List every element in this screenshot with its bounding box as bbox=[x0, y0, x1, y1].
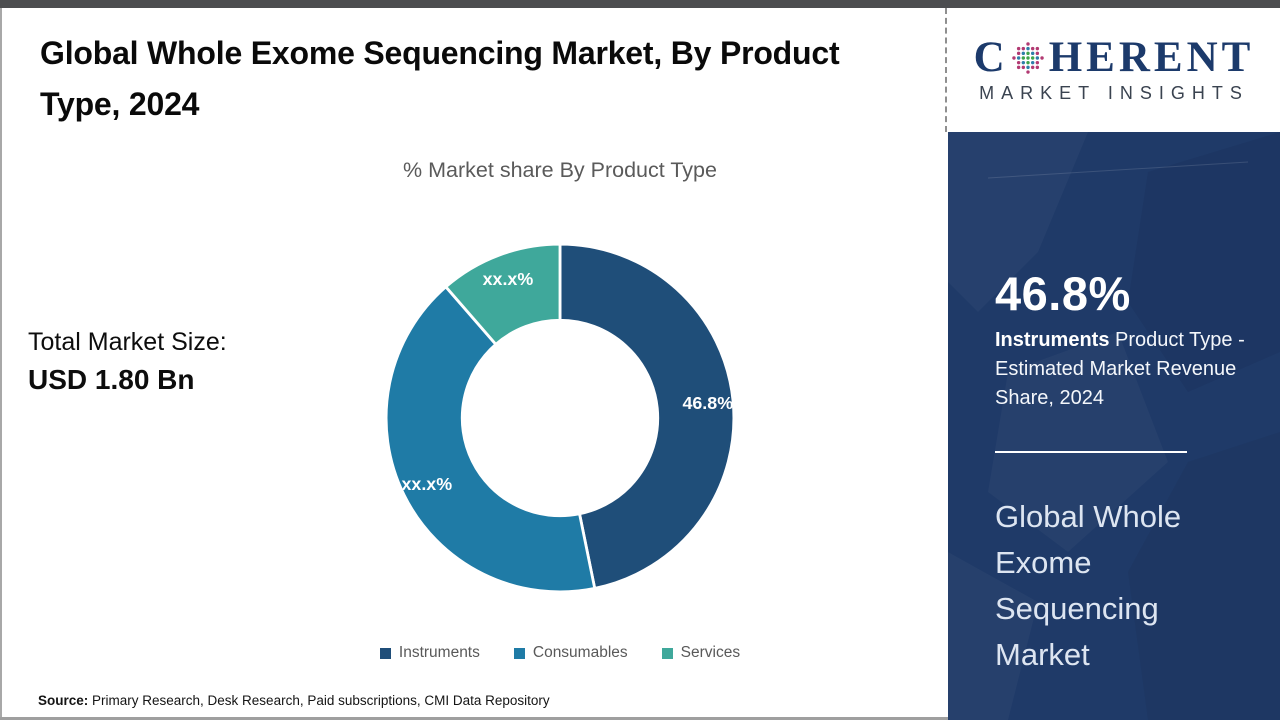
legend-label-consumables: Consumables bbox=[532, 644, 628, 661]
highlight-panel: 46.8% Instruments Product Type - Estimat… bbox=[948, 132, 1280, 720]
logo-globe-dot bbox=[1026, 42, 1030, 46]
world-map-texture bbox=[987, 132, 1280, 720]
panel-divider-line bbox=[995, 451, 1187, 453]
logo-globe-dot bbox=[1030, 56, 1035, 60]
logo-globe-dot bbox=[1016, 60, 1021, 65]
highlight-description-rest: Product Type - Estimated Market Revenue … bbox=[995, 329, 1245, 409]
donut-chart: 46.8% xx.x% xx.x% bbox=[384, 242, 736, 594]
highlight-segment-name: Instruments bbox=[995, 329, 1110, 351]
legend-item-services: Services bbox=[661, 644, 741, 662]
legend-swatch-instruments bbox=[379, 647, 391, 659]
logo-globe-dot bbox=[1016, 46, 1021, 51]
logo-globe-dot bbox=[1026, 65, 1030, 70]
logo-globe-dot bbox=[1016, 51, 1021, 56]
legend-swatch-consumables bbox=[513, 647, 525, 659]
logo-globe-dot bbox=[1030, 60, 1035, 65]
legend-label-instruments: Instruments bbox=[398, 644, 480, 661]
logo-globe-dot bbox=[1026, 51, 1030, 56]
legend-item-consumables: Consumables bbox=[513, 644, 628, 662]
panel-market-name: Global Whole Exome Sequencing Market bbox=[995, 499, 1182, 672]
logo-globe-dot bbox=[1030, 65, 1035, 70]
logo-globe-dot bbox=[1030, 46, 1035, 51]
legend-swatch-services bbox=[661, 647, 673, 659]
highlight-stat-description: Instruments Product Type - Estimated Mar… bbox=[995, 326, 1257, 413]
page-title: Global Whole Exome Sequencing Market, By… bbox=[40, 35, 840, 122]
legend-item-instruments: Instruments bbox=[379, 644, 480, 662]
logo-globe-dot bbox=[1016, 56, 1021, 60]
logo-globe-dot bbox=[1026, 70, 1030, 74]
logo-globe-dot bbox=[1021, 56, 1025, 60]
donut-label-instruments: 46.8% bbox=[682, 393, 733, 413]
total-market-size: Total Market Size: USD 1.80 Bn bbox=[28, 324, 227, 400]
brand-logo: C HERENT MARKET INSIGHTS bbox=[948, 8, 1280, 132]
logo-word-rest: HERENT bbox=[1048, 34, 1255, 81]
logo-globe-dot bbox=[1021, 46, 1025, 51]
logo-globe-dot bbox=[1035, 65, 1039, 70]
logo-letter-c: C bbox=[973, 34, 1009, 81]
donut-label-consumables: xx.x% bbox=[401, 474, 452, 494]
highlight-stat-value: 46.8% bbox=[995, 267, 1131, 320]
donut-chart-container: 46.8% xx.x% xx.x% bbox=[372, 230, 748, 606]
logo-globe-dot bbox=[1026, 46, 1030, 51]
left-frame-border bbox=[0, 8, 2, 720]
donut-segment-services bbox=[444, 242, 562, 346]
source-note: Source: Primary Research, Desk Research,… bbox=[38, 693, 550, 708]
logo-globe-dot bbox=[1035, 56, 1039, 60]
logo-globe-dot bbox=[1030, 51, 1035, 56]
logo-globe-dot bbox=[1040, 56, 1044, 60]
bottom-frame-border bbox=[0, 717, 950, 720]
logo-globe-dot bbox=[1026, 56, 1030, 60]
logo-dashed-divider bbox=[945, 8, 947, 132]
logo-globe-dot bbox=[1011, 56, 1016, 60]
logo-tagline: MARKET INSIGHTS bbox=[979, 83, 1249, 103]
source-label: Source: bbox=[38, 693, 89, 708]
chart-legend: Instruments Consumables Services bbox=[100, 644, 1020, 662]
source-text: Primary Research, Desk Research, Paid su… bbox=[88, 693, 550, 708]
logo-globe-dot bbox=[1026, 60, 1030, 65]
legend-label-services: Services bbox=[680, 644, 741, 661]
top-accent-bar bbox=[0, 0, 1280, 8]
logo-globe-dot bbox=[1021, 65, 1025, 70]
donut-label-services: xx.x% bbox=[483, 269, 534, 289]
logo-globe-dot bbox=[1021, 51, 1025, 56]
logo-wordmark: C HERENT bbox=[974, 36, 1255, 80]
logo-globe-dot bbox=[1035, 51, 1039, 56]
logo-globe-dot bbox=[1035, 60, 1039, 65]
logo-globe-dot bbox=[1035, 46, 1039, 51]
chart-subtitle: % Market share By Product Type bbox=[403, 158, 717, 182]
total-market-size-value: USD 1.80 Bn bbox=[28, 364, 195, 395]
logo-globe-icon bbox=[1011, 42, 1044, 74]
donut-segment-consumables bbox=[384, 285, 597, 594]
donut-segment-instruments bbox=[558, 242, 736, 590]
logo-globe-dot bbox=[1016, 65, 1021, 70]
total-market-size-label: Total Market Size: bbox=[28, 328, 227, 356]
logo-globe-dot bbox=[1021, 60, 1025, 65]
